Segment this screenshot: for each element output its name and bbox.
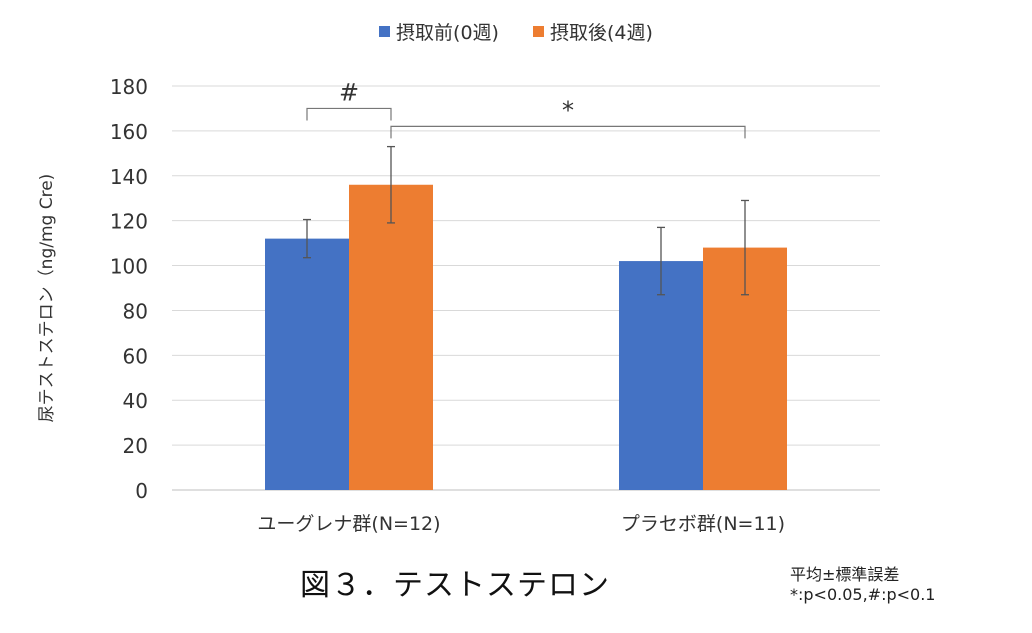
note-significance: *:p<0.05,#:p<0.1 — [790, 585, 936, 604]
figure-caption: 図３．テストステロン — [300, 568, 610, 603]
significance-label: # — [339, 78, 359, 106]
statistics-note: 平均±標準誤差 *:p<0.05,#:p<0.1 — [790, 565, 935, 605]
legend-label-after: 摂取後(4週) — [550, 22, 653, 44]
legend-item-before: 摂取前(0週) — [379, 18, 499, 45]
bar-before-1 — [619, 261, 703, 490]
legend-swatch-before — [379, 26, 391, 37]
bar-after-0 — [349, 184, 433, 490]
y-tick-label: 40 — [123, 389, 148, 413]
y-tick-label: 140 — [110, 165, 148, 189]
significance-bracket — [390, 125, 746, 139]
y-tick-label: 0 — [135, 479, 148, 503]
x-category-label: プラセボ群(N=11) — [621, 513, 785, 535]
y-tick-label: 100 — [110, 255, 148, 279]
x-category-label: ユーグレナ群(N=12) — [257, 513, 440, 535]
significance-label: * — [562, 96, 574, 124]
y-tick-label: 60 — [123, 344, 148, 368]
bar-before-0 — [265, 238, 349, 490]
y-tick-label: 120 — [110, 210, 148, 234]
y-tick-label: 180 — [110, 75, 148, 99]
y-tick-label: 20 — [123, 434, 148, 458]
y-tick-label: 80 — [123, 299, 148, 323]
legend-label-before: 摂取前(0週) — [396, 22, 499, 44]
y-tick-label: 160 — [110, 120, 148, 144]
legend-item-after: 摂取後(4週) — [533, 18, 653, 45]
legend-swatch-after — [533, 26, 545, 37]
note-mean-se: 平均±標準誤差 — [790, 565, 900, 584]
y-axis-label: 尿テストステロン（ng/mg Cre) — [37, 174, 57, 423]
chart-legend: 摂取前(0週) 摂取後(4週) — [0, 18, 1032, 45]
significance-bracket — [306, 107, 392, 121]
